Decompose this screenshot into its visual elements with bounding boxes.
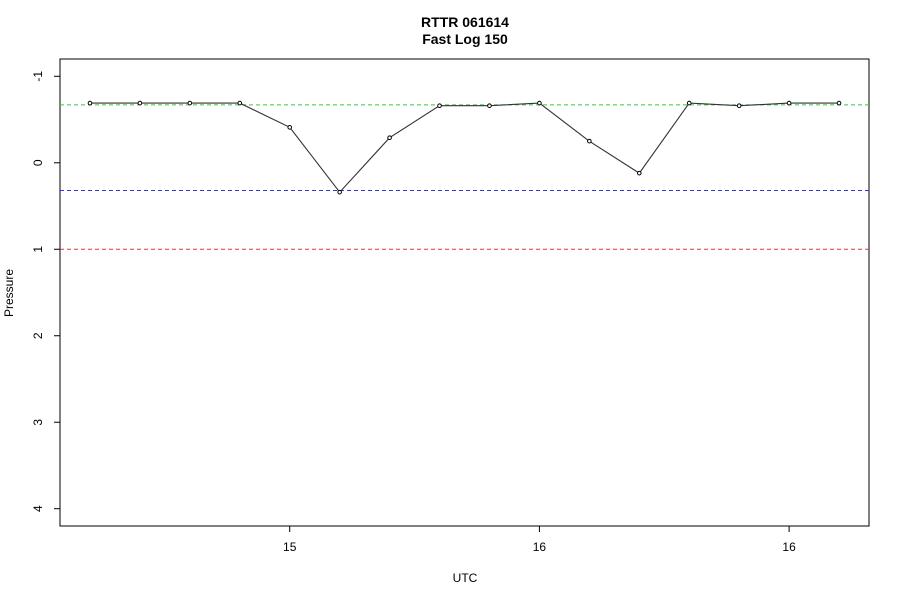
- y-axis: -1 0 1 2 3 4: [31, 71, 60, 512]
- data-point: [487, 103, 492, 108]
- data-point: [387, 135, 392, 140]
- y-tick-label: 4: [31, 505, 45, 512]
- x-tick-label: 15: [283, 540, 297, 554]
- data-point: [237, 100, 243, 106]
- y-tick-label: 3: [31, 419, 45, 426]
- data-point: [836, 100, 842, 106]
- chart-title: RTTR 061614: [421, 14, 509, 30]
- x-axis: 15 16 16: [283, 526, 796, 554]
- data-point: [736, 103, 742, 108]
- chart-subtitle: Fast Log 150: [422, 31, 508, 47]
- data-point: [437, 103, 442, 108]
- series-line: [90, 102, 839, 194]
- data-point: [636, 170, 642, 176]
- x-tick-label: 16: [533, 540, 547, 554]
- data-point: [537, 100, 542, 106]
- y-tick-label: 1: [31, 246, 45, 253]
- reference-lines: [60, 104, 869, 250]
- data-point: [337, 189, 342, 195]
- data-point: [686, 100, 692, 106]
- data-point: [786, 100, 792, 106]
- plot-frame: [59, 58, 870, 527]
- y-axis-label: Pressure: [2, 269, 16, 317]
- data-point: [87, 100, 93, 106]
- y-tick-label: -1: [31, 71, 45, 82]
- x-axis-label: UTC: [453, 571, 478, 585]
- data-point: [187, 100, 193, 106]
- series-layer: [87, 100, 842, 195]
- data-point: [137, 100, 143, 106]
- data-point: [287, 125, 293, 130]
- y-tick-label: 0: [31, 159, 45, 166]
- x-tick-label: 16: [782, 540, 796, 554]
- data-point: [587, 138, 592, 144]
- y-tick-label: 2: [31, 332, 45, 339]
